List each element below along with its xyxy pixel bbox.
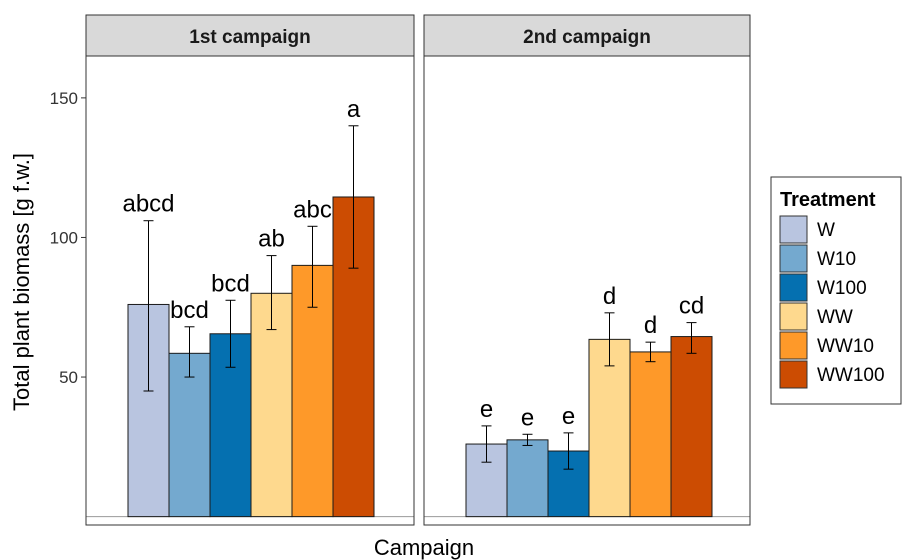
y-axis: 50 100 150: [50, 89, 86, 387]
facet-strip-label: 2nd campaign: [523, 27, 651, 48]
facet-strip: [85, 14, 415, 57]
significance-letter: d: [603, 283, 616, 310]
legend-swatch: [779, 331, 808, 360]
significance-letter: e: [562, 403, 575, 430]
significance-letter: bcd: [211, 270, 250, 297]
significance-letter: e: [480, 396, 493, 423]
significance-letter: abc: [293, 196, 332, 223]
y-tick-label: 150: [50, 89, 78, 108]
significance-letter: e: [521, 404, 534, 431]
significance-letter: abcd: [122, 191, 174, 218]
bar: [506, 439, 549, 518]
panel-border: [423, 55, 751, 526]
significance-letter: a: [347, 96, 361, 123]
legend-swatch: [779, 273, 808, 302]
legend-item-label: WW: [817, 307, 853, 328]
significance-letter: cd: [679, 293, 704, 320]
bar: [670, 336, 713, 518]
legend-item-label: W: [817, 220, 835, 241]
legend-swatch: [779, 244, 808, 273]
bar: [209, 333, 252, 518]
significance-letter: bcd: [170, 297, 209, 324]
y-tick-label: 100: [50, 228, 78, 247]
bar: [629, 351, 672, 518]
y-tick-label: 50: [59, 368, 78, 387]
y-axis-title: Total plant biomass [g f.w.]: [9, 153, 34, 411]
facet-strip-label: 1st campaign: [189, 27, 310, 48]
bar: [588, 338, 631, 518]
legend-swatch: [779, 360, 808, 389]
legend-item-label: WW100: [817, 365, 885, 386]
legend-title: Treatment: [780, 189, 876, 211]
facet-strip: [423, 14, 751, 57]
bar: [250, 292, 293, 518]
legend-item-label: W100: [817, 278, 867, 299]
x-axis-title: Campaign: [374, 535, 474, 560]
bar: [168, 352, 211, 518]
legend-swatch: [779, 302, 808, 331]
legend-item-label: W10: [817, 249, 856, 270]
significance-letter: ab: [258, 226, 285, 253]
significance-letter: d: [644, 312, 657, 339]
panel-border: [85, 55, 415, 526]
legend-item-label: WW10: [817, 336, 874, 357]
legend-swatch: [779, 215, 808, 244]
